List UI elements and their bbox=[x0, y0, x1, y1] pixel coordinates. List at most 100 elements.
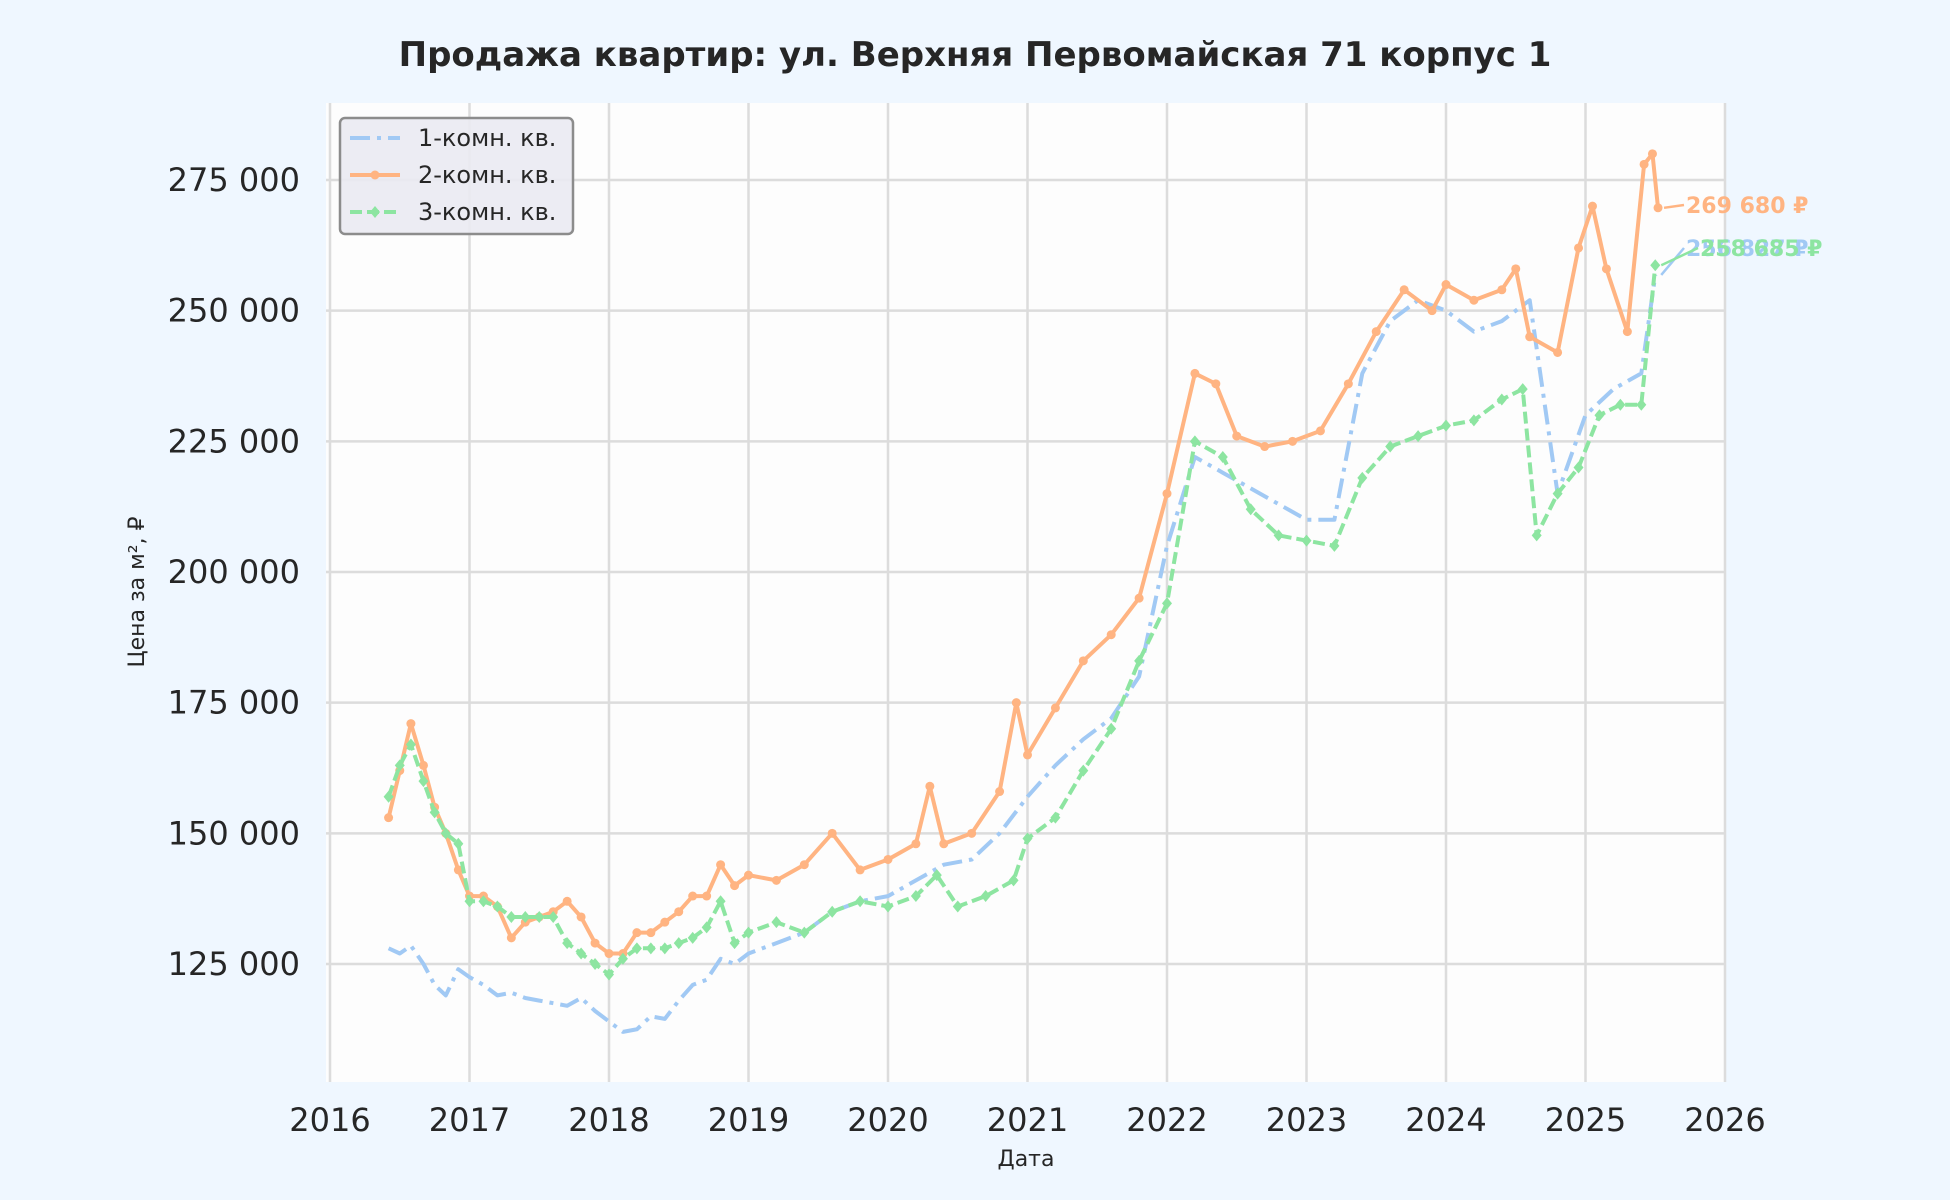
data-point bbox=[674, 907, 684, 917]
y-axis-label: Цена за м², ₽ bbox=[125, 516, 150, 667]
data-point bbox=[1511, 264, 1521, 274]
data-point bbox=[1162, 489, 1172, 499]
data-point bbox=[1587, 201, 1597, 211]
data-point bbox=[855, 865, 865, 875]
data-point bbox=[1190, 368, 1200, 378]
data-point bbox=[1371, 327, 1381, 337]
data-point bbox=[590, 938, 600, 948]
data-point bbox=[1288, 436, 1298, 446]
data-point bbox=[617, 952, 628, 965]
data-point bbox=[1260, 442, 1270, 452]
y-axis-ticks: 125 000 150 000 175 000 200 000 225 000 250 0… bbox=[168, 161, 300, 983]
data-point bbox=[1653, 203, 1663, 213]
data-point bbox=[1496, 393, 1507, 406]
legend-marker-icon bbox=[370, 206, 380, 218]
data-point bbox=[1023, 750, 1032, 760]
data-point bbox=[1315, 426, 1325, 436]
data-point bbox=[1573, 461, 1584, 474]
data-point bbox=[1106, 722, 1117, 735]
data-point bbox=[562, 896, 572, 906]
data-point bbox=[405, 738, 416, 751]
y-tick-label: 275 000 bbox=[168, 161, 300, 199]
data-point bbox=[604, 949, 614, 959]
legend-marker-icon bbox=[370, 170, 380, 180]
end-label-arrow bbox=[1663, 203, 1685, 210]
legend-item-1: 1-комн. кв. bbox=[350, 124, 556, 152]
end-labels: 256 827 ₽ 269 680 ₽ 258 685 ₽ bbox=[1660, 194, 1822, 276]
y-tick-label: 125 000 bbox=[168, 945, 300, 983]
legend-item-3: 3-комн. кв. bbox=[350, 198, 556, 226]
data-point bbox=[418, 760, 428, 770]
x-tick-label: 2024 bbox=[1405, 1101, 1486, 1139]
data-point bbox=[1078, 656, 1088, 666]
chart-title: Продажа квартир: ул. Верхняя Первомайска… bbox=[399, 35, 1552, 75]
data-point bbox=[1615, 398, 1626, 411]
data-point bbox=[1639, 159, 1649, 169]
data-point bbox=[1574, 243, 1584, 253]
end-label: 256 827 ₽ bbox=[1686, 237, 1808, 262]
data-point bbox=[1650, 259, 1661, 272]
data-point bbox=[1525, 332, 1535, 342]
data-point bbox=[590, 958, 601, 970]
data-point bbox=[548, 910, 559, 923]
data-point bbox=[771, 916, 782, 929]
data-point bbox=[1497, 285, 1507, 295]
data-point bbox=[743, 926, 754, 939]
data-point bbox=[1427, 306, 1437, 316]
data-point bbox=[394, 759, 405, 772]
data-point bbox=[1217, 451, 1228, 464]
data-point bbox=[453, 865, 463, 875]
data-point bbox=[1385, 440, 1396, 453]
data-point bbox=[492, 900, 503, 913]
data-point bbox=[632, 928, 642, 938]
data-point bbox=[1134, 654, 1145, 667]
data-point bbox=[702, 891, 712, 901]
data-point bbox=[744, 870, 753, 880]
data-point bbox=[1232, 431, 1242, 441]
legend-item-2: 2-комн. кв. bbox=[350, 161, 556, 189]
data-point bbox=[534, 910, 545, 923]
data-point bbox=[1189, 435, 1200, 448]
series-3 bbox=[383, 259, 1661, 981]
data-point bbox=[980, 890, 991, 903]
data-point bbox=[1531, 529, 1542, 542]
x-tick-label: 2026 bbox=[1684, 1101, 1765, 1139]
data-point bbox=[730, 881, 740, 891]
data-point bbox=[1343, 379, 1353, 389]
x-tick-label: 2018 bbox=[568, 1101, 649, 1139]
data-point bbox=[883, 854, 893, 864]
data-point bbox=[1273, 529, 1284, 542]
data-point bbox=[1468, 414, 1479, 427]
data-point bbox=[1594, 409, 1605, 422]
end-label: 269 680 ₽ bbox=[1686, 194, 1808, 219]
y-tick-label: 250 000 bbox=[168, 292, 300, 330]
y-tick-label: 200 000 bbox=[168, 553, 300, 591]
data-point bbox=[1647, 149, 1657, 159]
data-point bbox=[939, 839, 949, 849]
x-axis-ticks: 2016 2017 2018 2019 2020 2021 2022 2023 2024 2025… bbox=[289, 1101, 1765, 1139]
data-point bbox=[440, 827, 451, 840]
data-point bbox=[1162, 597, 1172, 610]
data-point bbox=[1011, 698, 1021, 708]
series-2 bbox=[384, 149, 1663, 959]
data-point bbox=[1517, 383, 1528, 396]
data-point bbox=[562, 937, 573, 950]
data-point bbox=[659, 942, 670, 955]
data-point bbox=[406, 719, 416, 729]
data-point bbox=[827, 828, 837, 838]
data-point bbox=[1622, 327, 1632, 337]
x-tick-label: 2025 bbox=[1545, 1101, 1626, 1139]
data-point bbox=[418, 775, 429, 788]
data-point bbox=[478, 895, 489, 908]
data-point bbox=[1469, 295, 1479, 305]
x-tick-label: 2020 bbox=[847, 1101, 928, 1139]
data-point bbox=[799, 926, 810, 939]
data-point bbox=[384, 813, 394, 823]
y-tick-label: 225 000 bbox=[168, 422, 300, 460]
data-point bbox=[952, 900, 963, 913]
data-point bbox=[576, 947, 587, 960]
data-point bbox=[1106, 630, 1116, 640]
data-point bbox=[1134, 593, 1144, 603]
data-point bbox=[1301, 534, 1312, 547]
data-point bbox=[1245, 503, 1256, 516]
